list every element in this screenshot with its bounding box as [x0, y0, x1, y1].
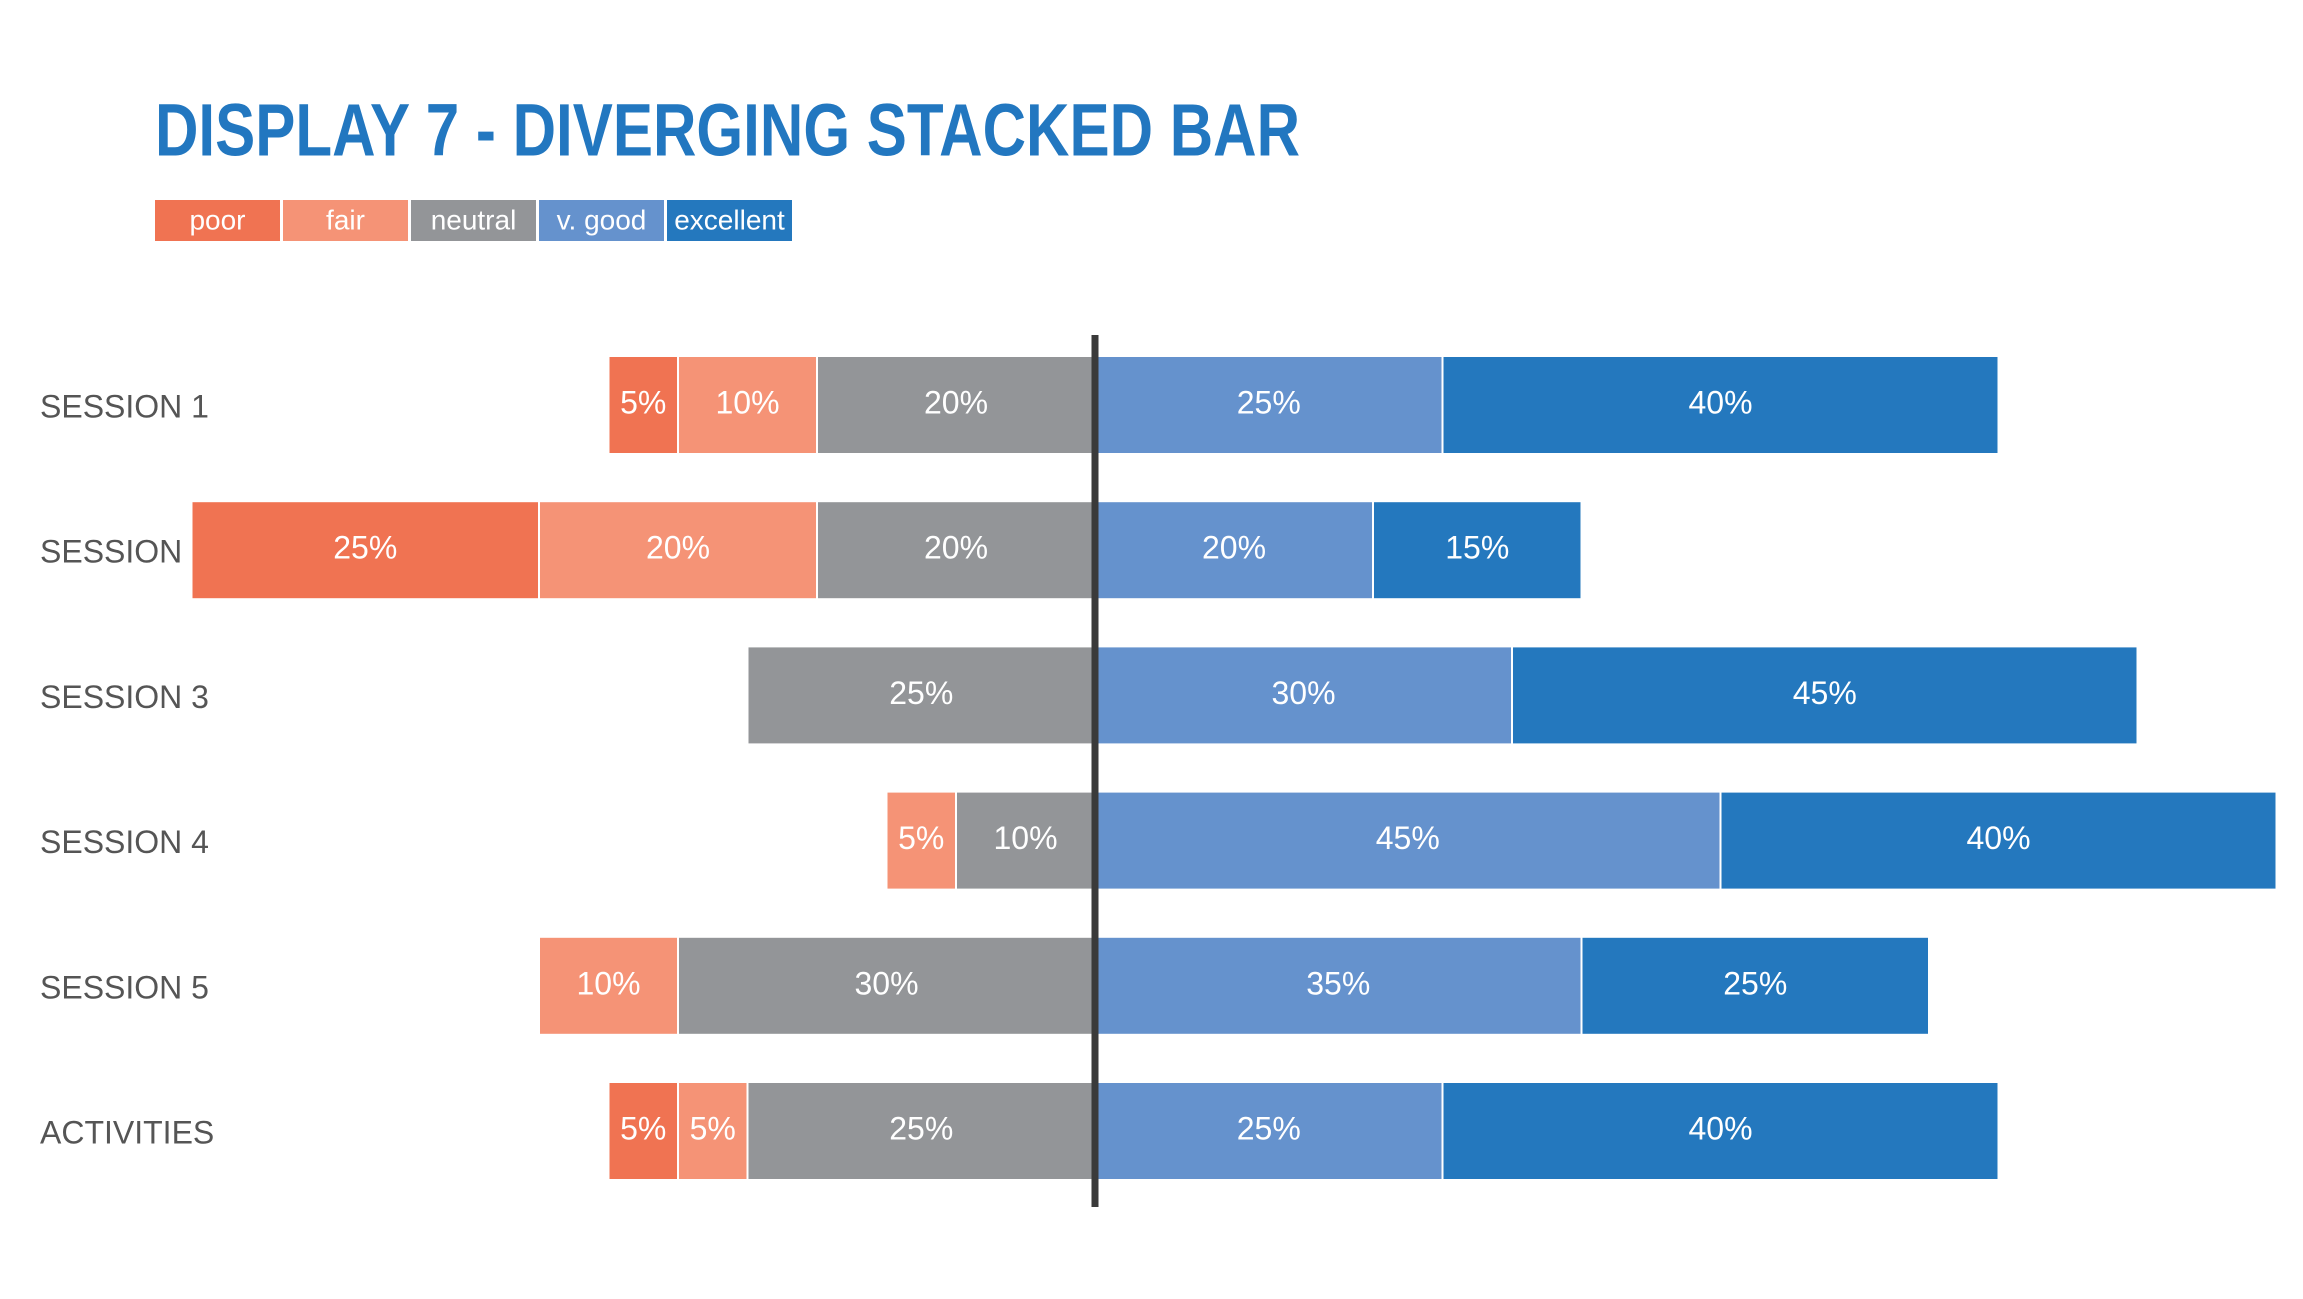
- value-label: 10%: [576, 965, 640, 1001]
- bar-segment: [746, 645, 1096, 746]
- value-label: 20%: [924, 530, 988, 566]
- bar-segment: [190, 500, 540, 601]
- category-label: ACTIVITIES: [40, 1114, 214, 1150]
- value-label: 20%: [1202, 530, 1266, 566]
- value-label: 45%: [1376, 820, 1440, 856]
- bar-segment: [538, 935, 679, 1036]
- value-label: 25%: [333, 530, 397, 566]
- bar-segment: [1719, 790, 2278, 891]
- value-label: 45%: [1793, 675, 1857, 711]
- value-label: 5%: [898, 820, 944, 856]
- bar-segment: [1372, 500, 1583, 601]
- bar-segment: [1441, 1081, 2000, 1181]
- bar-segment: [677, 355, 818, 455]
- value-label: 5%: [620, 1110, 666, 1146]
- legend-swatch: [155, 200, 280, 241]
- category-label: SESSION 4: [40, 824, 209, 860]
- chart-title: DISPLAY 7 - DIVERGING STACKED BAR: [155, 89, 1300, 172]
- legend-label: v. good: [557, 204, 647, 235]
- legend-swatch: [667, 200, 792, 241]
- value-label: 10%: [993, 820, 1057, 856]
- legend-swatch: [539, 200, 664, 241]
- legend-swatch: [411, 200, 536, 241]
- bar-segment: [816, 500, 1096, 601]
- bar-segment: [1441, 355, 2000, 455]
- bar-segment: [1511, 645, 2139, 746]
- bar-segment: [1094, 500, 1374, 601]
- bar-segment: [607, 1081, 679, 1181]
- legend-label: poor: [189, 204, 245, 235]
- value-label: 35%: [1306, 965, 1370, 1001]
- value-label: 10%: [715, 384, 779, 420]
- value-label: 25%: [889, 1110, 953, 1146]
- value-label: 25%: [1723, 965, 1787, 1001]
- legend-swatch: [283, 200, 408, 241]
- value-label: 25%: [1237, 1110, 1301, 1146]
- value-label: 15%: [1445, 530, 1509, 566]
- value-label: 25%: [889, 675, 953, 711]
- bar-segment: [1094, 645, 1513, 746]
- bar-segment: [607, 355, 679, 455]
- value-label: 40%: [1966, 820, 2030, 856]
- value-label: 40%: [1688, 384, 1752, 420]
- category-label: SESSION 5: [40, 969, 209, 1005]
- value-label: 40%: [1688, 1110, 1752, 1146]
- category-label: SESSION 2: [40, 534, 209, 570]
- value-label: 25%: [1237, 384, 1301, 420]
- legend-label: excellent: [674, 204, 785, 235]
- value-label: 30%: [1271, 675, 1335, 711]
- category-label: SESSION 3: [40, 679, 209, 715]
- value-label: 5%: [690, 1110, 736, 1146]
- bar-segment: [885, 790, 957, 891]
- value-label: 5%: [620, 384, 666, 420]
- bar-segment: [1094, 355, 1444, 455]
- value-label: 30%: [854, 965, 918, 1001]
- bar-segment: [1580, 935, 1930, 1036]
- category-label: SESSION 1: [40, 388, 209, 424]
- legend-label: neutral: [431, 204, 517, 235]
- bar-segment: [538, 500, 818, 601]
- value-label: 20%: [924, 384, 988, 420]
- legend-label: fair: [326, 204, 365, 235]
- value-label: 20%: [646, 530, 710, 566]
